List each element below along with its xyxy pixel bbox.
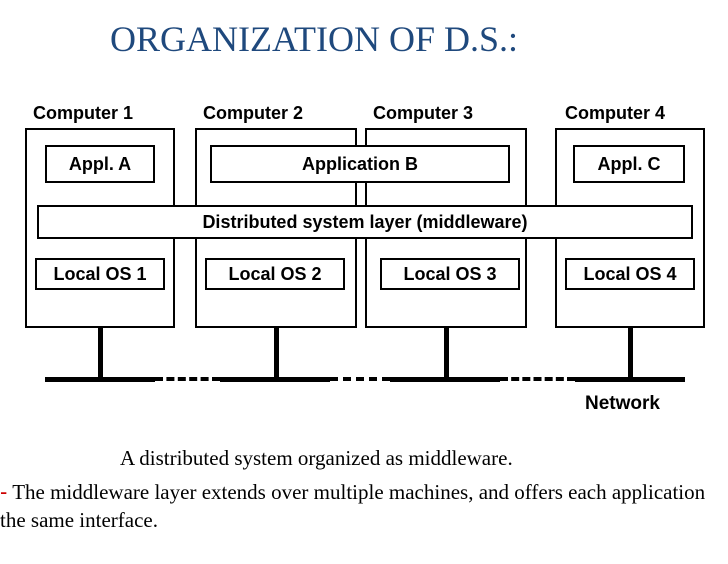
box-localos-3: Local OS 3	[380, 258, 520, 290]
box-middleware: Distributed system layer (middleware)	[37, 205, 693, 239]
connector-3	[444, 328, 449, 379]
caption-line-2: - The middleware layer extends over mult…	[0, 478, 728, 534]
connector-2	[274, 328, 279, 379]
caption-line-1: A distributed system organized as middle…	[120, 446, 513, 471]
label-computer-2: Computer 2	[203, 103, 303, 124]
box-localos-2: Local OS 2	[205, 258, 345, 290]
net-solid-2	[220, 377, 330, 382]
net-solid-1	[45, 377, 155, 382]
label-network: Network	[585, 393, 660, 415]
connector-4	[628, 328, 633, 379]
connector-1	[98, 328, 103, 379]
net-dash-1	[155, 377, 220, 381]
box-appl-b: Application B	[210, 145, 510, 183]
box-appl-c: Appl. C	[573, 145, 685, 183]
caption-2-text: The middleware layer extends over multip…	[0, 480, 705, 532]
page-title: ORGANIZATION OF D.S.:	[110, 18, 728, 60]
net-solid-3	[390, 377, 500, 382]
label-computer-3: Computer 3	[373, 103, 473, 124]
net-solid-4	[575, 377, 685, 382]
net-dash-2	[330, 377, 390, 381]
net-dash-3	[500, 377, 575, 381]
box-localos-4: Local OS 4	[565, 258, 695, 290]
ds-diagram: Computer 1 Computer 2 Computer 3 Compute…	[25, 103, 705, 383]
box-appl-a: Appl. A	[45, 145, 155, 183]
box-localos-1: Local OS 1	[35, 258, 165, 290]
label-computer-4: Computer 4	[565, 103, 665, 124]
label-computer-1: Computer 1	[33, 103, 133, 124]
bullet-dash-icon: -	[0, 479, 7, 504]
